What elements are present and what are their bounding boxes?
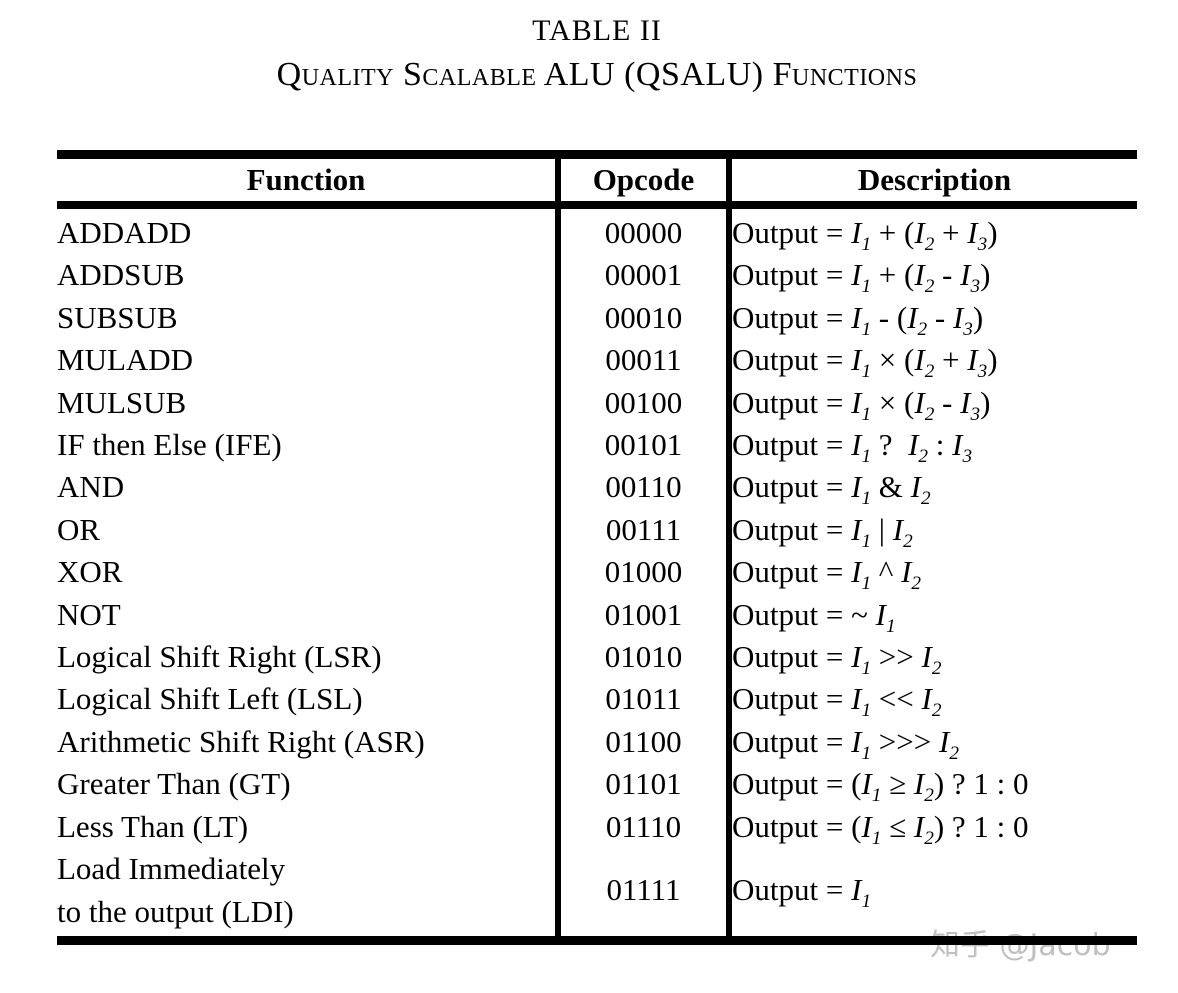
- table-row: ADDSUB 00001 Output = I1 + (I2 - I3): [57, 254, 1137, 298]
- opcode-cell: 01001: [555, 593, 732, 637]
- watermark: 知乎 @Jacob: [930, 928, 1111, 963]
- table-row: Load Immediately to the output (LDI) 0111…: [57, 848, 1137, 941]
- function-cell: Load Immediately to the output (LDI): [57, 851, 294, 929]
- function-cell: MULADD: [57, 342, 194, 378]
- description-cell: Output = I1 - (I2 - I3): [732, 299, 984, 340]
- description-cell: Output = I1 >> I2: [732, 639, 942, 680]
- function-cell: Less Than (LT): [57, 808, 249, 844]
- function-cell: AND: [57, 469, 125, 505]
- table-row: XOR 01000 Output = I1 ^ I2: [57, 551, 1137, 595]
- description-cell: Output = ~ I1: [732, 596, 896, 637]
- column-header-opcode: Opcode: [555, 154, 732, 209]
- opcode-cell: 01100: [555, 720, 732, 764]
- function-cell: Logical Shift Left (LSL): [57, 681, 363, 717]
- function-cell: ADDSUB: [57, 257, 185, 293]
- table-row: MULADD 00011 Output = I1 × (I2 + I3): [57, 339, 1137, 383]
- table-row: Arithmetic Shift Right (ASR) 01100 Output …: [57, 720, 1137, 765]
- description-cell: Output = I1 | I2: [732, 511, 913, 553]
- opcode-cell: 00101: [555, 424, 732, 467]
- description-cell: Output = (I1 ≤ I2) ? 1 : 0: [732, 808, 1029, 849]
- table-row: Less Than (LT) 01110 Output = (I1 ≤ I2) ? …: [57, 805, 1137, 849]
- description-cell: Output = I1 << I2: [732, 681, 942, 722]
- qsalu-functions-table: Function Opcode Description ADDADD 00000 O…: [57, 150, 1137, 945]
- table-row: NOT 01001 Output = ~ I1: [57, 593, 1137, 637]
- opcode-cell: 01011: [555, 678, 732, 721]
- table-row: Logical Shift Right (LSR) 01010 Output = I…: [57, 636, 1137, 680]
- function-cell: OR: [57, 511, 101, 547]
- opcode-cell: 00100: [555, 381, 732, 425]
- description-cell: Output = I1 & I2: [732, 469, 931, 510]
- table-number: TABLE II: [532, 14, 662, 47]
- opcode-cell: 01101: [555, 763, 732, 806]
- table-row: MULSUB 00100 Output = I1 × (I2 - I3): [57, 381, 1137, 425]
- opcode-cell: 01111: [555, 848, 732, 941]
- description-cell: Output = I1 + (I2 + I3): [732, 215, 998, 256]
- function-cell: SUBSUB: [57, 299, 178, 335]
- function-cell: XOR: [57, 554, 123, 590]
- function-cell: IF then Else (IFE): [57, 427, 282, 463]
- table-row: AND 00110 Output = I1 & I2: [57, 466, 1137, 510]
- function-cell: MULSUB: [57, 384, 187, 420]
- function-cell: Logical Shift Right (LSR): [57, 639, 382, 675]
- opcode-cell: 01010: [555, 636, 732, 679]
- table-row: IF then Else (IFE) 00101 Output = I1 ? I2 …: [57, 424, 1137, 468]
- function-cell: Arithmetic Shift Right (ASR): [57, 723, 425, 759]
- header-row: Function Opcode Description: [57, 154, 1137, 209]
- opcode-cell: 00011: [555, 339, 732, 382]
- description-cell: Output = I1 ^ I2: [732, 554, 922, 595]
- table-row: Greater Than (GT) 01101 Output = (I1 ≥ I2)…: [57, 763, 1137, 807]
- column-header-function: Function: [57, 154, 558, 209]
- function-cell: Greater Than (GT): [57, 766, 291, 802]
- table-row: ADDADD 00000 Output = I1 + (I2 + I3): [57, 205, 1137, 256]
- table-row: Logical Shift Left (LSL) 01011 Output = I1…: [57, 678, 1137, 722]
- opcode-cell: 01110: [555, 805, 732, 849]
- description-cell: Output = I1 >>> I2: [732, 723, 959, 765]
- opcode-cell: 00000: [555, 205, 732, 255]
- function-cell: ADDADD: [57, 215, 192, 250]
- description-cell: Output = (I1 ≥ I2) ? 1 : 0: [732, 766, 1029, 807]
- opcode-cell: 00111: [555, 508, 732, 552]
- table-title: Quality Scalable ALU (QSALU) Functions: [276, 56, 918, 93]
- description-cell: Output = I1 × (I2 - I3): [732, 384, 991, 425]
- description-cell: Output = I1: [732, 872, 872, 913]
- description-cell: Output = I1 × (I2 + I3): [732, 342, 998, 383]
- column-header-description: Description: [729, 154, 1137, 209]
- opcode-cell: 00001: [555, 254, 732, 297]
- description-cell: Output = I1 ? I2 : I3: [732, 427, 973, 468]
- opcode-cell: 01000: [555, 551, 732, 594]
- function-cell: NOT: [57, 596, 121, 632]
- table-row: OR 00111 Output = I1 | I2: [57, 508, 1137, 553]
- table-body: ADDADD 00000 Output = I1 + (I2 + I3) ADDSUB…: [57, 205, 1137, 941]
- opcode-cell: 00010: [555, 296, 732, 340]
- description-cell: Output = I1 + (I2 - I3): [732, 257, 991, 298]
- opcode-cell: 00110: [555, 466, 732, 509]
- table-caption: TABLE II Quality Scalable ALU (QSALU) Fu…: [57, 12, 1137, 96]
- table-row: SUBSUB 00010 Output = I1 - (I2 - I3): [57, 296, 1137, 340]
